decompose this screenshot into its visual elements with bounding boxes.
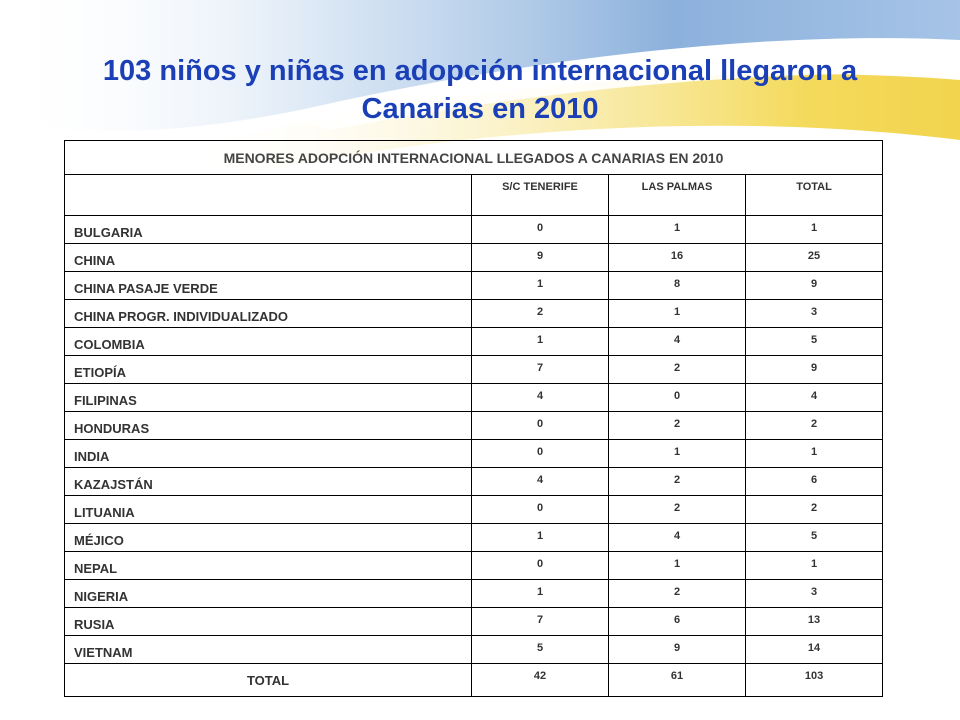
palmas-cell: 2 (608, 467, 746, 496)
palmas-cell: 0 (608, 383, 746, 412)
page-title: 103 niños y niñas en adopción internacio… (40, 52, 920, 128)
tenerife-cell: 5 (471, 635, 609, 664)
total-cell: 1 (744, 215, 884, 244)
country-cell: NIGERIA (64, 579, 472, 608)
palmas-cell: 16 (608, 243, 746, 272)
tenerife-cell: 1 (471, 579, 609, 608)
table-row: HONDURAS 0 2 2 (64, 411, 884, 440)
total-cell: 13 (744, 607, 884, 636)
total-cell: 2 (744, 495, 884, 524)
country-cell: KAZAJSTÁN (64, 467, 472, 496)
total-cell: 9 (744, 355, 884, 384)
country-cell: FILIPINAS (64, 383, 472, 412)
country-cell: VIETNAM (64, 635, 472, 664)
table-total-row: TOTAL 42 61 103 (64, 663, 884, 697)
total-cell: 4 (744, 383, 884, 412)
tenerife-cell: 0 (471, 439, 609, 468)
country-cell: RUSIA (64, 607, 472, 636)
tenerife-cell: 4 (471, 383, 609, 412)
table-caption: MENORES ADOPCIÓN INTERNACIONAL LLEGADOS … (63, 140, 884, 175)
page-title-line1: 103 niños y niñas en adopción internacio… (102, 55, 858, 87)
country-cell: BULGARIA (64, 215, 472, 244)
table-row: CHINA PASAJE VERDE 1 8 9 (64, 271, 884, 300)
table-row: NEPAL 0 1 1 (64, 551, 884, 580)
total-cell: 3 (744, 299, 884, 328)
tenerife-cell: 7 (471, 607, 609, 636)
tenerife-cell: 0 (471, 551, 609, 580)
tenerife-cell: 7 (471, 355, 609, 384)
tenerife-cell: 1 (471, 523, 609, 552)
total-cell: 5 (744, 327, 884, 356)
palmas-cell: 8 (608, 271, 746, 300)
tenerife-cell: 4 (471, 467, 609, 496)
table-row: CHINA 9 16 25 (64, 243, 884, 272)
tenerife-cell: 0 (471, 495, 609, 524)
page-title-line2: Canarias en 2010 (361, 93, 599, 125)
total-tenerife: 42 (471, 663, 609, 697)
table-row: BULGARIA 0 1 1 (64, 215, 884, 244)
country-cell: CHINA PROGR. INDIVIDUALIZADO (64, 299, 472, 328)
total-cell: 1 (744, 439, 884, 468)
country-cell: COLOMBIA (64, 327, 472, 356)
tenerife-cell: 0 (471, 411, 609, 440)
table-row: COLOMBIA 1 4 5 (64, 327, 884, 356)
country-cell: CHINA (64, 243, 472, 272)
table-row: VIETNAM 5 9 14 (64, 635, 884, 664)
table-row: INDIA 0 1 1 (64, 439, 884, 468)
table-row: KAZAJSTÁN 4 2 6 (64, 467, 884, 496)
country-cell: MÉJICO (64, 523, 472, 552)
country-cell: NEPAL (64, 551, 472, 580)
palmas-cell: 1 (608, 215, 746, 244)
palmas-cell: 9 (608, 635, 746, 664)
table-row: RUSIA 7 6 13 (64, 607, 884, 636)
total-cell: 9 (744, 271, 884, 300)
palmas-cell: 2 (608, 495, 746, 524)
tenerife-cell: 2 (471, 299, 609, 328)
total-cell: 14 (744, 635, 884, 664)
tenerife-cell: 0 (471, 215, 609, 244)
tenerife-cell: 9 (471, 243, 609, 272)
palmas-cell: 1 (608, 439, 746, 468)
adoption-table: MENORES ADOPCIÓN INTERNACIONAL LLEGADOS … (63, 140, 884, 697)
total-cell: 3 (744, 579, 884, 608)
total-cell: 1 (744, 551, 884, 580)
table-row: NIGERIA 1 2 3 (64, 579, 884, 608)
palmas-cell: 4 (608, 327, 746, 356)
total-cell: 6 (744, 467, 884, 496)
total-cell: 25 (744, 243, 884, 272)
country-cell: HONDURAS (64, 411, 472, 440)
country-cell: INDIA (64, 439, 472, 468)
palmas-cell: 2 (608, 355, 746, 384)
table-header-row: S/C TENERIFE LAS PALMAS TOTAL (64, 174, 884, 216)
table-row: CHINA PROGR. INDIVIDUALIZADO 2 1 3 (64, 299, 884, 328)
total-total: 103 (744, 663, 884, 697)
total-cell: 2 (744, 411, 884, 440)
palmas-cell: 6 (608, 607, 746, 636)
column-header-total: TOTAL (744, 174, 884, 216)
table-row: LITUANIA 0 2 2 (64, 495, 884, 524)
country-cell: ETIOPÍA (64, 355, 472, 384)
country-cell: LITUANIA (64, 495, 472, 524)
column-header-country (64, 174, 472, 216)
tenerife-cell: 1 (471, 271, 609, 300)
table-row: ETIOPÍA 7 2 9 (64, 355, 884, 384)
country-cell: CHINA PASAJE VERDE (64, 271, 472, 300)
column-header-palmas: LAS PALMAS (608, 174, 746, 216)
palmas-cell: 1 (608, 299, 746, 328)
palmas-cell: 1 (608, 551, 746, 580)
total-label: TOTAL (64, 663, 472, 697)
table-row: MÉJICO 1 4 5 (64, 523, 884, 552)
total-palmas: 61 (608, 663, 746, 697)
column-header-tenerife: S/C TENERIFE (471, 174, 609, 216)
palmas-cell: 4 (608, 523, 746, 552)
tenerife-cell: 1 (471, 327, 609, 356)
total-cell: 5 (744, 523, 884, 552)
palmas-cell: 2 (608, 411, 746, 440)
palmas-cell: 2 (608, 579, 746, 608)
table-row: FILIPINAS 4 0 4 (64, 383, 884, 412)
